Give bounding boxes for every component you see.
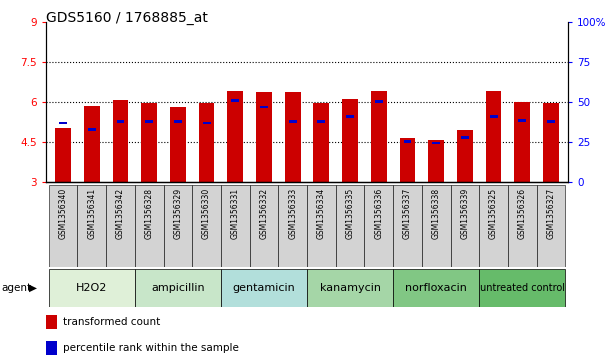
Text: ▶: ▶ [29, 283, 37, 293]
Bar [285, 92, 301, 182]
Text: GSM1356337: GSM1356337 [403, 188, 412, 239]
Bar [346, 115, 354, 118]
Text: GSM1356338: GSM1356338 [432, 188, 441, 239]
Bar [203, 122, 211, 124]
Text: GSM1356326: GSM1356326 [518, 188, 527, 239]
Bar [307, 185, 335, 267]
Bar [289, 120, 296, 123]
Text: kanamycin: kanamycin [320, 283, 381, 293]
Bar [514, 102, 530, 182]
Bar [135, 269, 221, 307]
Bar [260, 106, 268, 108]
Bar [221, 269, 307, 307]
Bar [164, 185, 192, 267]
Text: percentile rank within the sample: percentile rank within the sample [62, 343, 238, 353]
Bar [221, 185, 250, 267]
Text: GSM1356336: GSM1356336 [375, 188, 383, 239]
Text: GSM1356339: GSM1356339 [461, 188, 469, 239]
Bar [227, 91, 243, 182]
Bar [174, 120, 182, 123]
Text: GSM1356341: GSM1356341 [87, 188, 97, 239]
Bar [46, 315, 57, 329]
Bar [508, 185, 536, 267]
Bar [192, 185, 221, 267]
Bar [250, 185, 279, 267]
Bar [106, 185, 135, 267]
Bar [88, 128, 96, 131]
Bar [170, 107, 186, 182]
Bar [78, 185, 106, 267]
Bar [486, 91, 502, 182]
Bar [84, 106, 100, 182]
Text: gentamicin: gentamicin [233, 283, 295, 293]
Bar [49, 269, 135, 307]
Text: H2O2: H2O2 [76, 283, 108, 293]
Bar [422, 185, 450, 267]
Bar [547, 120, 555, 123]
Bar [518, 119, 526, 122]
Text: GSM1356331: GSM1356331 [231, 188, 240, 239]
Text: GSM1356328: GSM1356328 [145, 188, 153, 238]
Bar [375, 100, 382, 103]
Bar [49, 185, 78, 267]
Bar [432, 142, 440, 144]
Text: GSM1356335: GSM1356335 [346, 188, 354, 239]
Text: GSM1356334: GSM1356334 [317, 188, 326, 239]
Bar [400, 138, 415, 182]
Text: GSM1356329: GSM1356329 [174, 188, 182, 239]
Bar [141, 103, 157, 182]
Text: transformed count: transformed count [62, 317, 160, 327]
Bar [479, 185, 508, 267]
Bar [364, 185, 393, 267]
Bar [342, 99, 358, 182]
Text: ampicillin: ampicillin [151, 283, 205, 293]
Text: GDS5160 / 1768885_at: GDS5160 / 1768885_at [46, 11, 208, 25]
Bar [55, 128, 71, 182]
Text: GSM1356340: GSM1356340 [59, 188, 68, 239]
Bar [145, 120, 153, 123]
Text: untreated control: untreated control [480, 283, 565, 293]
Bar [461, 136, 469, 139]
Text: agent: agent [1, 283, 31, 293]
Text: GSM1356325: GSM1356325 [489, 188, 498, 239]
Text: GSM1356332: GSM1356332 [260, 188, 268, 239]
Bar [335, 185, 364, 267]
Bar [313, 103, 329, 182]
Bar [46, 342, 57, 355]
Bar [393, 185, 422, 267]
Bar [543, 103, 559, 182]
Bar [135, 185, 164, 267]
Bar [59, 122, 67, 124]
Bar [536, 185, 565, 267]
Bar [279, 185, 307, 267]
Bar [371, 91, 387, 182]
Bar [403, 140, 411, 143]
Bar [232, 99, 240, 102]
Bar [117, 120, 125, 123]
Text: GSM1356327: GSM1356327 [546, 188, 555, 239]
Bar [112, 100, 128, 182]
Bar [318, 120, 325, 123]
Bar [256, 92, 272, 182]
Bar [489, 115, 497, 118]
Text: GSM1356342: GSM1356342 [116, 188, 125, 239]
Bar [199, 103, 214, 182]
Text: GSM1356333: GSM1356333 [288, 188, 297, 239]
Text: GSM1356330: GSM1356330 [202, 188, 211, 239]
Text: norfloxacin: norfloxacin [405, 283, 467, 293]
Bar [479, 269, 565, 307]
Bar [307, 269, 393, 307]
Bar [457, 130, 473, 182]
Bar [393, 269, 479, 307]
Bar [450, 185, 479, 267]
Bar [428, 140, 444, 182]
